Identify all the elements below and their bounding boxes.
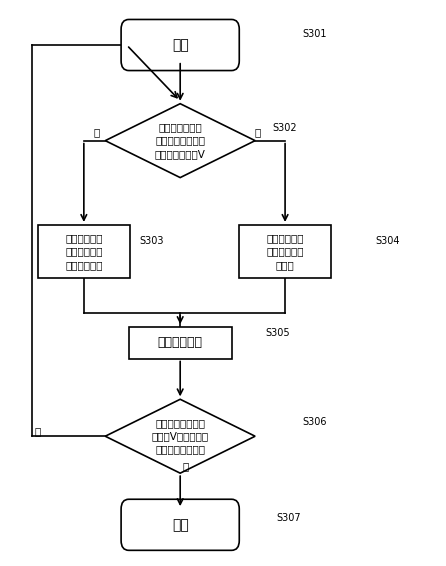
Text: S306: S306 bbox=[302, 417, 327, 427]
Text: S301: S301 bbox=[302, 29, 327, 39]
Text: S302: S302 bbox=[272, 123, 297, 133]
Polygon shape bbox=[105, 399, 255, 473]
Text: 采用电阻放电
方式对电池进
行均衡: 采用电阻放电 方式对电池进 行均衡 bbox=[266, 233, 304, 269]
FancyBboxPatch shape bbox=[121, 499, 239, 550]
Text: 是: 是 bbox=[182, 461, 189, 471]
Text: 各电池的电压与均
衡电压V的差值是否
小于设定的门限？: 各电池的电压与均 衡电压V的差值是否 小于设定的门限？ bbox=[152, 418, 209, 454]
Text: 采集电池电压: 采集电池电压 bbox=[158, 336, 202, 349]
Bar bbox=[239, 225, 331, 278]
Text: 否: 否 bbox=[94, 127, 100, 137]
Text: 是: 是 bbox=[255, 127, 261, 137]
Text: 开始: 开始 bbox=[172, 38, 189, 52]
Text: 本模块采集的所
有电池的电压是否
都高于均衡电压V: 本模块采集的所 有电池的电压是否 都高于均衡电压V bbox=[155, 122, 206, 159]
Text: S303: S303 bbox=[140, 235, 164, 246]
Polygon shape bbox=[105, 104, 255, 178]
FancyBboxPatch shape bbox=[121, 19, 239, 71]
Text: 采用超级电容
利用能量转移
方式进行均衡: 采用超级电容 利用能量转移 方式进行均衡 bbox=[65, 233, 103, 269]
Text: S305: S305 bbox=[266, 328, 290, 338]
Text: 否: 否 bbox=[35, 426, 41, 436]
Text: S304: S304 bbox=[375, 235, 400, 246]
Bar bbox=[38, 225, 130, 278]
Text: 结束: 结束 bbox=[172, 518, 189, 532]
Text: S307: S307 bbox=[277, 513, 301, 523]
Bar bbox=[129, 327, 231, 358]
